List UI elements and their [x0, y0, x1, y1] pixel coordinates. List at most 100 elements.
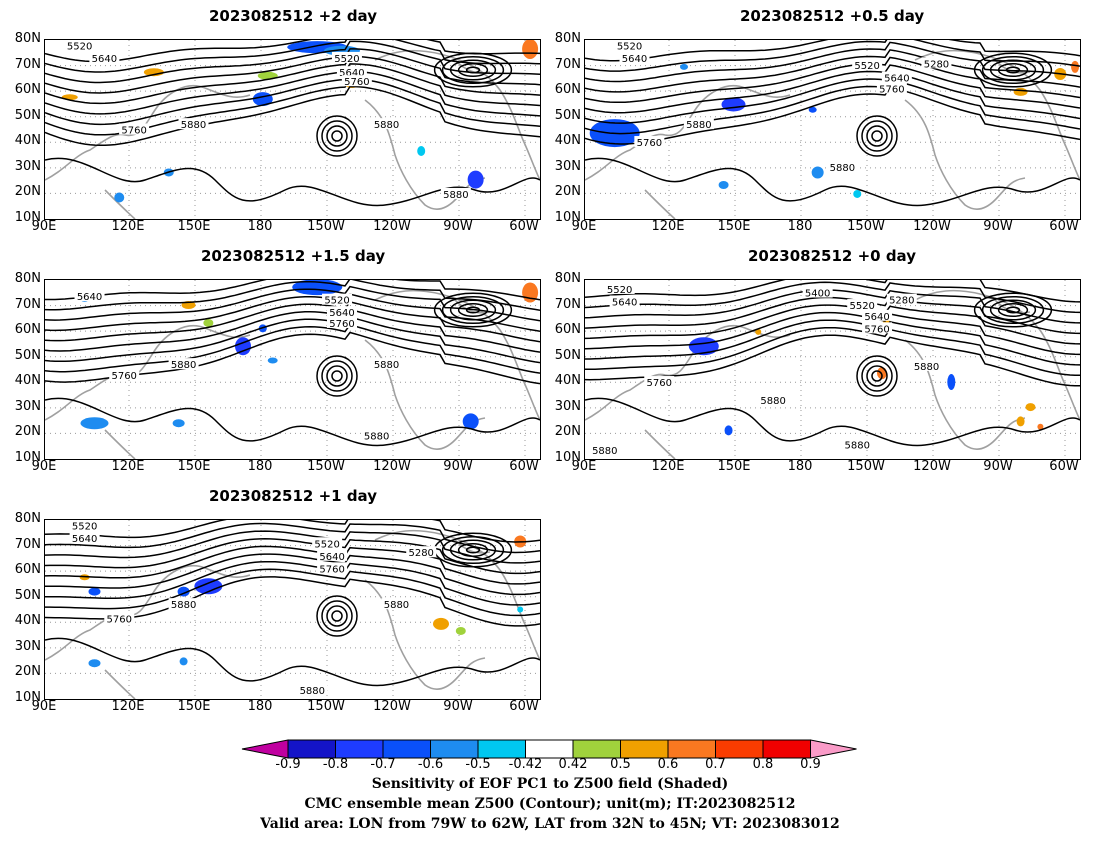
contour-label-bg — [827, 161, 858, 173]
contour-label: 5760 — [319, 564, 344, 575]
panel-title: 2023082512 +0 day — [748, 247, 916, 265]
sensitivity-shading — [462, 413, 479, 430]
longitude-label: 150W — [307, 219, 345, 234]
latitude-label: 40N — [14, 613, 41, 629]
contour-label-bg — [336, 66, 367, 78]
contour-label: 5640 — [864, 312, 889, 323]
z500-contour — [321, 600, 353, 632]
longitude-label: 180 — [247, 219, 273, 234]
latitude-label: 30N — [554, 398, 581, 414]
contour-label-bg — [589, 444, 620, 456]
contour-label: 5880 — [300, 686, 325, 697]
contour-label-bg — [297, 684, 328, 696]
sensitivity-shading — [808, 106, 817, 113]
longitude-label: 150W — [847, 219, 885, 234]
contour-label: 5880 — [364, 432, 389, 443]
longitude-label: 120E — [651, 459, 685, 474]
contour-label-bg — [64, 40, 95, 51]
sensitivity-shading — [467, 170, 484, 189]
coastline — [364, 339, 486, 450]
contour-label: 5760 — [344, 77, 369, 88]
z500-contour — [45, 48, 540, 94]
panel-title: 2023082512 +1 day — [209, 487, 377, 505]
colorbar-tick-label: -0.7 — [370, 757, 396, 772]
z500-contour — [465, 66, 481, 74]
sensitivity-shading — [680, 63, 688, 70]
z500-contour — [45, 530, 540, 564]
sensitivity-shading — [811, 166, 824, 179]
contour-label-bg — [758, 393, 789, 405]
map-canvas: 5520564054005280552056405760576058805880… — [585, 280, 1080, 459]
z500-contour — [585, 280, 1080, 303]
contour-label: 5880 — [171, 360, 196, 371]
coastline — [914, 289, 1080, 421]
contour-label: 5760 — [637, 138, 662, 149]
z500-contour — [449, 299, 497, 321]
z500-contour — [585, 56, 1080, 104]
coastline — [904, 339, 1026, 450]
longitude-label: 180 — [247, 699, 273, 714]
contour-label: 5280 — [924, 59, 949, 70]
contour-label-bg — [881, 71, 912, 83]
contour-label-bg — [317, 562, 348, 574]
sensitivity-shading — [1016, 416, 1025, 427]
longitude-label: 120W — [373, 219, 411, 234]
contour-label-bg — [109, 368, 140, 380]
contour-label: 5520 — [334, 54, 359, 65]
map-panel: 5520 5640 5520 5640 5760 5760 5880 5880 5880 — [44, 39, 541, 220]
contour-label-bg — [921, 57, 952, 69]
z500-contour — [45, 637, 540, 687]
contour-label: 5760 — [647, 378, 672, 389]
latitude-label: 20N — [14, 184, 41, 200]
longitude-label: 90E — [31, 219, 57, 234]
sensitivity-shading — [853, 189, 862, 198]
latitude-label: 40N — [14, 373, 41, 389]
sensitivity-shading — [114, 192, 125, 203]
latitude-label: 60N — [14, 82, 41, 98]
latitude-label: 50N — [554, 347, 581, 363]
longitude-label: 90E — [31, 699, 57, 714]
z500-contour — [989, 299, 1037, 321]
contour-label: 5280 — [408, 548, 433, 559]
z500-contour — [45, 323, 540, 374]
z500-contour — [866, 125, 888, 147]
map-panel: 5520 5640 5400 5280 5520 5640 5760 5760 5880 5880… — [584, 279, 1081, 460]
z500-contour — [997, 62, 1029, 78]
colorbar-segment — [335, 739, 384, 759]
contour-label-bg — [371, 118, 402, 130]
coastline — [914, 49, 1080, 181]
contour-label-bg — [104, 612, 135, 624]
contour-label-bg — [74, 290, 105, 302]
sensitivity-shading — [522, 40, 539, 59]
contour-label-bg — [886, 293, 917, 305]
z500-contour — [321, 360, 353, 392]
latitude-label: 10N — [14, 690, 41, 705]
z500-contour — [316, 115, 358, 157]
contour-label: 5640 — [72, 534, 97, 545]
coastline — [45, 565, 251, 661]
latitude-label: 10N — [554, 450, 581, 465]
contour-label-bg — [322, 293, 353, 305]
z500-contour — [316, 595, 358, 637]
longitude-label: 150W — [847, 459, 885, 474]
contour-label: 5880 — [181, 120, 206, 131]
sensitivity-shading — [1071, 60, 1080, 73]
z500-contour — [585, 157, 1080, 207]
coastline — [104, 189, 136, 219]
contour-label: 5640 — [92, 54, 117, 65]
longitude-label: 180 — [787, 219, 813, 234]
z500-contour — [449, 59, 497, 81]
z500-contour — [457, 62, 489, 78]
z500-contour — [45, 157, 540, 207]
contour-label: 5880 — [592, 446, 617, 457]
longitude-label: 120W — [373, 459, 411, 474]
latitude-label: 10N — [14, 210, 41, 225]
coastline — [904, 99, 1026, 210]
longitude-label: 150E — [177, 699, 211, 714]
contour-label: 5880 — [443, 190, 468, 201]
z500-contour — [331, 370, 343, 382]
contour-label: 5520 — [72, 521, 97, 532]
latitude-label: 80N — [14, 31, 41, 46]
latitude-label: 20N — [554, 424, 581, 440]
